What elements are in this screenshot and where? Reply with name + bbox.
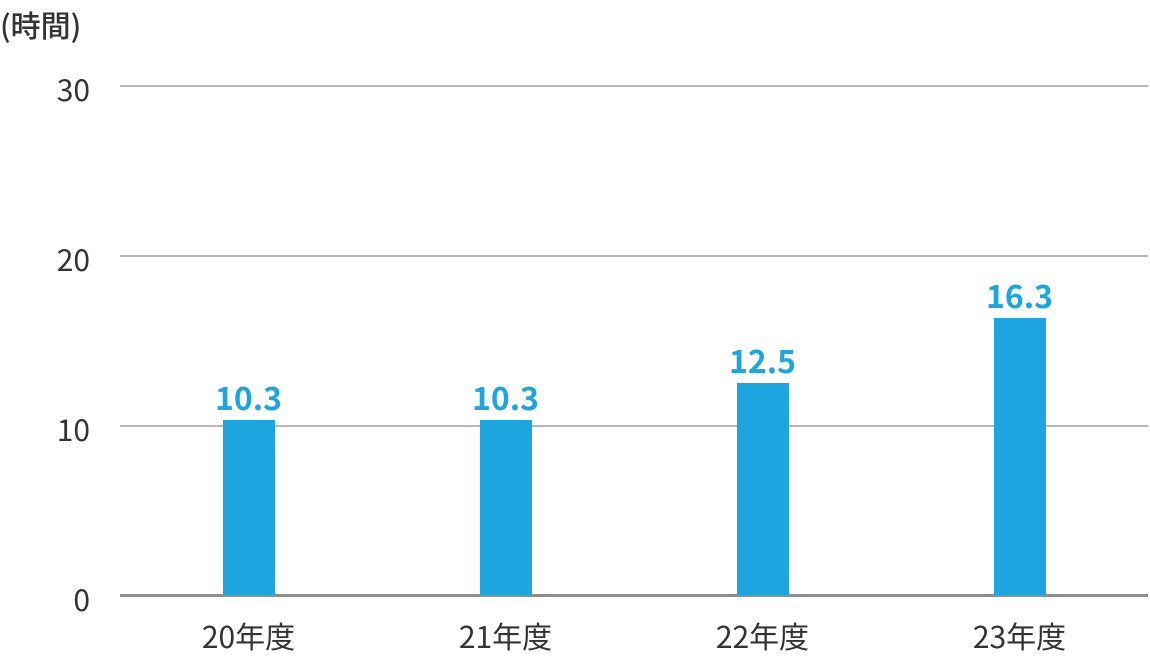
y-tick-label: 0 [0, 576, 90, 620]
bar-value-label: 16.3 [950, 272, 1090, 318]
bar-chart: (時間) 10.3 10.3 12.5 16.3 0 10 20 30 20年度 21年度 22年… [0, 0, 1150, 660]
plot-area: 10.3 10.3 12.5 16.3 [120, 85, 1148, 595]
bar [994, 318, 1046, 595]
y-tick-label: 30 [0, 66, 90, 110]
x-category-label: 22年度 [663, 613, 863, 657]
x-category-label: 20年度 [149, 613, 349, 657]
bar [480, 420, 532, 595]
bar-value-label: 10.3 [436, 374, 576, 420]
x-category-label: 23年度 [920, 613, 1120, 657]
y-tick-label: 20 [0, 236, 90, 280]
bar [737, 383, 789, 596]
gridline [120, 85, 1148, 87]
y-axis-title: (時間) [0, 2, 81, 46]
bar-value-label: 12.5 [693, 337, 833, 383]
x-category-label: 21年度 [406, 613, 606, 657]
bar-value-label: 10.3 [179, 374, 319, 420]
bar [223, 420, 275, 595]
gridline [120, 255, 1148, 257]
y-tick-label: 10 [0, 406, 90, 450]
